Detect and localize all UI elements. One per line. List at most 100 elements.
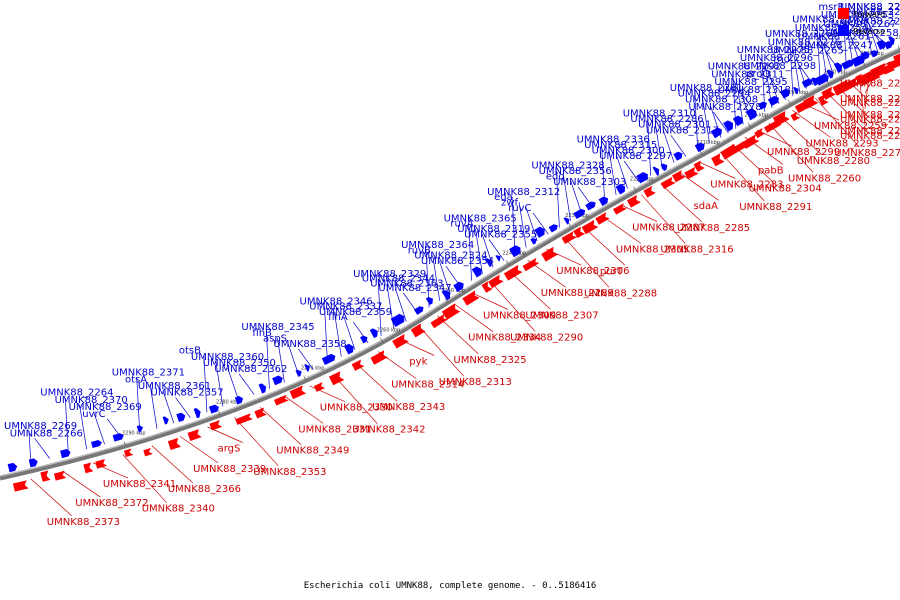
leader-line	[655, 124, 663, 170]
gene-glyph	[673, 151, 683, 161]
gene-label: UMNK88_2346	[300, 296, 373, 307]
leader-line	[437, 315, 479, 355]
gene-label: UMNK88_2287	[632, 223, 705, 234]
gene-arrow	[888, 36, 895, 46]
leader-line	[445, 265, 462, 288]
gene-glyph	[484, 258, 492, 268]
leader-line	[79, 404, 87, 450]
leader-line	[527, 259, 566, 288]
leader-line	[287, 343, 300, 377]
gene-arrow	[193, 407, 201, 419]
gene-label: UMNK88_2347	[378, 283, 451, 294]
leader-line	[277, 337, 285, 383]
gene-label: UMNK88_2318	[718, 85, 791, 96]
gene-label: UMNK88_2285	[677, 223, 750, 234]
gene-label: UMNK88_2360	[191, 352, 264, 363]
leader-line	[744, 136, 784, 165]
scale-tick	[303, 375, 307, 381]
gene-arrow	[321, 353, 336, 366]
gene-glyph	[541, 246, 558, 262]
gene-arrow	[613, 203, 627, 215]
gene-arrow	[370, 350, 388, 365]
gene-label: UMNK88_2371	[112, 368, 185, 379]
leader-line	[532, 212, 549, 235]
leader-line	[847, 28, 860, 62]
leader-line	[394, 288, 407, 322]
gene-label: UMNK88_2340	[142, 504, 215, 515]
gene-glyph	[636, 172, 648, 184]
gene-glyph	[321, 353, 336, 366]
gene-glyph	[522, 257, 540, 272]
gene-arrow	[390, 313, 405, 328]
gene-glyph	[208, 404, 220, 414]
gene-arrow	[392, 333, 409, 349]
leader-line	[670, 135, 687, 157]
gene-label: UMNK88_2329	[353, 269, 426, 280]
gene-glyph	[360, 335, 368, 344]
scale-tick	[505, 260, 509, 265]
gene-arrow	[780, 88, 790, 99]
label-leader-lines	[28, 11, 891, 517]
gene-glyph	[488, 274, 504, 289]
leader-line	[826, 92, 866, 131]
gene-arrow	[817, 94, 829, 106]
leader-line	[803, 103, 840, 121]
gene-label: UMNK88_2373	[47, 517, 120, 528]
gene-label: UMNK88_2359	[319, 307, 392, 318]
leader-line	[864, 11, 879, 53]
gene-arrow	[841, 59, 854, 70]
gene-arrow	[573, 226, 585, 239]
leader-line	[735, 79, 744, 125]
gene-arrow	[304, 364, 310, 372]
gene-glyph	[792, 86, 799, 95]
gene-arrow	[53, 470, 67, 481]
gene-glyph	[209, 420, 223, 431]
gene-glyph	[83, 462, 94, 474]
gene-arrow	[563, 217, 570, 225]
leader-line	[621, 205, 658, 222]
gene-glyph	[851, 55, 865, 68]
gene-label: UMNK88_2344	[362, 274, 435, 285]
gene-label: UMNK88_2295	[714, 77, 787, 88]
leader-line	[647, 118, 652, 176]
gene-arrow	[162, 416, 169, 425]
leader-line	[234, 417, 279, 467]
gene-label: UMNK88_2269	[4, 421, 77, 432]
gene-label: UMNK88_2364	[401, 240, 474, 251]
gene-label: zwf	[501, 198, 518, 209]
gene-arrow	[754, 128, 766, 139]
gene-arrow	[794, 99, 811, 114]
gene-label: UMNK88_2277	[792, 15, 865, 26]
gene-label: UMNK88_2365	[444, 213, 517, 224]
leader-line	[377, 351, 417, 379]
leader-line	[386, 283, 395, 329]
leader-line	[761, 54, 766, 112]
gene-glyph	[12, 480, 29, 492]
gene-arrow	[732, 115, 743, 127]
leader-line	[136, 377, 141, 435]
gene-label: sdaA	[694, 201, 719, 212]
leader-line	[425, 250, 430, 308]
gene-label: proQ	[746, 69, 770, 80]
gene-glyph	[858, 70, 876, 86]
gene-arrow	[28, 458, 38, 468]
gene-glyph	[833, 62, 843, 73]
gene-glyph	[794, 99, 811, 114]
gene-label: UMNK88_2265	[771, 46, 844, 57]
gene-label: UMNK88_2259	[814, 121, 887, 132]
gene-label: UMNK88_2296	[740, 53, 813, 64]
gene-arrow	[471, 266, 482, 278]
leader-line	[556, 170, 560, 228]
gene-glyph	[893, 49, 900, 66]
gene-arrow	[660, 176, 676, 190]
leader-line	[563, 175, 571, 222]
gene-label: UMNK88_2304	[749, 184, 822, 195]
gene-label: UMNK88_2315	[584, 140, 657, 151]
gene-glyph	[821, 86, 836, 100]
leader-line	[343, 316, 356, 350]
genome-title: Escherichia coli UMNK88, complete genome…	[304, 581, 597, 591]
gene-glyph	[684, 166, 699, 180]
gene-glyph	[585, 201, 596, 211]
gene-glyph	[410, 323, 426, 338]
gene-glyph	[112, 433, 124, 442]
